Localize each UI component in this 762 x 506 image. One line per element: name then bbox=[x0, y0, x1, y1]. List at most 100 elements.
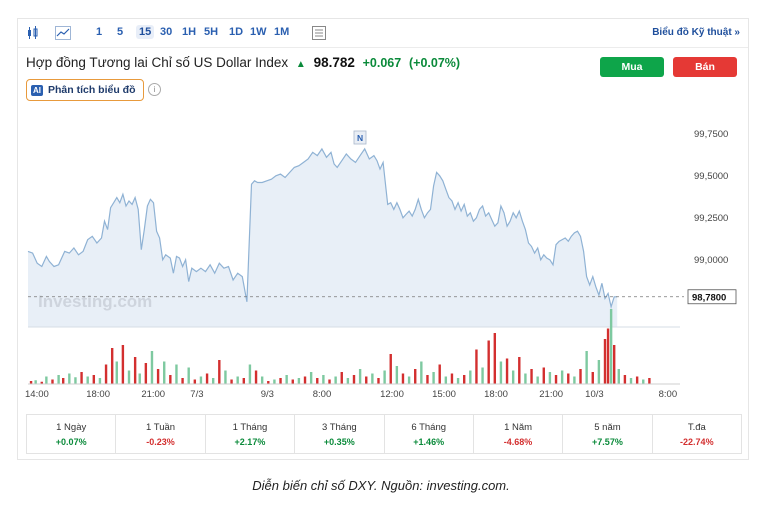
volume-bar bbox=[150, 351, 154, 384]
y-tick-label: 99,7500 bbox=[694, 129, 728, 140]
price-change: +0.067 bbox=[362, 56, 402, 70]
performance-value: +0.07% bbox=[55, 437, 87, 447]
performance-period: 1 Tuần bbox=[146, 422, 176, 433]
volume-bar bbox=[80, 372, 83, 384]
y-tick-label: 99,0000 bbox=[694, 255, 728, 266]
current-price-box bbox=[687, 289, 737, 305]
volume-bar bbox=[248, 364, 252, 384]
buy-button[interactable]: Mua bbox=[600, 57, 664, 77]
volume-bar bbox=[609, 309, 613, 384]
volume-bar bbox=[606, 328, 610, 384]
timeframe-1d[interactable]: 1D bbox=[229, 26, 244, 38]
volume-bar bbox=[297, 378, 301, 384]
volume-bar bbox=[322, 375, 325, 384]
last-price: 98.782 bbox=[313, 55, 355, 70]
area-chart-icon[interactable] bbox=[54, 24, 72, 42]
volume-bar bbox=[74, 377, 77, 384]
timeframe-1m[interactable]: 1M bbox=[274, 26, 290, 38]
x-tick-label: 8:00 bbox=[313, 389, 332, 400]
timeframe-15[interactable]: 15 bbox=[136, 25, 155, 39]
volume-bar bbox=[279, 378, 282, 384]
volume-bar bbox=[68, 373, 71, 384]
x-tick-label: 21:00 bbox=[141, 389, 165, 400]
news-marker-box bbox=[353, 130, 367, 145]
volume-bar bbox=[328, 379, 331, 384]
volume-bar bbox=[34, 380, 37, 384]
performance-cell[interactable]: 3 Tháng +0.35% bbox=[295, 415, 385, 453]
volume-bar bbox=[86, 376, 89, 384]
volume-bar bbox=[110, 348, 114, 384]
volume-bar bbox=[585, 351, 588, 384]
volume-bar bbox=[548, 372, 552, 384]
volume-bar bbox=[138, 373, 141, 384]
performance-period: T.đa bbox=[687, 422, 706, 433]
volume-bar bbox=[524, 373, 527, 384]
volume-bar bbox=[303, 376, 307, 384]
performance-value: +2.17% bbox=[234, 437, 266, 447]
performance-cell[interactable]: 1 Tháng +2.17% bbox=[206, 415, 296, 453]
volume-bar bbox=[475, 349, 478, 384]
volume-bar bbox=[211, 378, 215, 384]
x-tick-label: 18:00 bbox=[86, 389, 110, 400]
timeframe-5[interactable]: 5 bbox=[117, 26, 124, 38]
performance-cell[interactable]: 1 Tuần -0.23% bbox=[116, 415, 206, 453]
volume-bar bbox=[163, 361, 166, 384]
volume-bar bbox=[395, 366, 399, 384]
technical-chart-link[interactable]: Biểu đồ Kỹ thuật » bbox=[652, 27, 740, 38]
volume-bar bbox=[438, 364, 441, 384]
ai-analysis-button[interactable]: AI Phân tích biểu đồ bbox=[26, 79, 144, 101]
performance-cell[interactable]: T.đa -22.74% bbox=[653, 415, 741, 453]
x-tick-label: 12:00 bbox=[380, 389, 404, 400]
volume-bar bbox=[603, 339, 607, 384]
volume-bar bbox=[205, 373, 209, 384]
watermark: Investing.com bbox=[38, 292, 152, 311]
volume-bar bbox=[487, 340, 490, 384]
volume-bar bbox=[92, 375, 96, 384]
news-marker: N bbox=[357, 133, 363, 143]
info-icon[interactable]: i bbox=[148, 83, 161, 96]
volume-bar bbox=[236, 376, 239, 384]
volume-bar bbox=[591, 372, 594, 384]
volume-bar bbox=[383, 370, 386, 384]
volume-bar bbox=[597, 360, 601, 384]
volume-bar bbox=[629, 378, 633, 384]
performance-cell[interactable]: 1 Năm -4.68% bbox=[474, 415, 564, 453]
performance-value: -4.68% bbox=[503, 437, 533, 447]
volume-bar bbox=[29, 381, 33, 384]
x-tick-label: 14:00 bbox=[25, 389, 49, 400]
sell-button[interactable]: Bán bbox=[673, 57, 737, 77]
volume-bar bbox=[456, 378, 460, 384]
current-price-label: 98,7800 bbox=[692, 292, 726, 303]
volume-bar bbox=[104, 364, 108, 384]
volume-bar bbox=[334, 376, 337, 384]
candlestick-icon[interactable] bbox=[24, 24, 42, 42]
volume-bar bbox=[462, 375, 466, 384]
timeframe-1[interactable]: 1 bbox=[96, 26, 103, 38]
volume-bar bbox=[193, 379, 197, 384]
performance-period: 6 Tháng bbox=[411, 422, 447, 433]
timeframe-5h[interactable]: 5H bbox=[204, 26, 219, 38]
x-tick-label: 7/3 bbox=[190, 389, 203, 400]
instrument-header: Hợp đồng Tương lai Chỉ số US Dollar Inde… bbox=[26, 55, 460, 70]
volume-bar bbox=[316, 378, 319, 384]
volume-bar bbox=[612, 345, 616, 384]
performance-cell[interactable]: 6 Tháng +1.46% bbox=[385, 415, 474, 453]
timeframe-30[interactable]: 30 bbox=[160, 26, 173, 38]
timeframe-1w[interactable]: 1W bbox=[250, 26, 267, 38]
volume-bar bbox=[62, 378, 65, 384]
volume-bar bbox=[156, 369, 160, 384]
figure-caption: Diễn biến chỉ số DXY. Nguồn: investing.c… bbox=[252, 478, 510, 493]
settings-grid-icon[interactable] bbox=[310, 24, 328, 42]
ai-badge: AI bbox=[31, 84, 43, 96]
volume-bar bbox=[358, 369, 362, 384]
timeframe-1h[interactable]: 1H bbox=[182, 26, 197, 38]
price-chart[interactable]: Investing.com 99,7500 99,5000 99,2500 99,000… bbox=[18, 19, 748, 414]
performance-value: +0.35% bbox=[323, 437, 355, 447]
volume-bar bbox=[45, 376, 48, 384]
volume-bar bbox=[309, 372, 313, 384]
volume-bar bbox=[426, 375, 429, 384]
volume-bar bbox=[560, 370, 564, 384]
performance-period: 3 Tháng bbox=[321, 422, 357, 433]
performance-cell[interactable]: 1 Ngày +0.07% bbox=[27, 415, 117, 453]
performance-cell[interactable]: 5 năm +7.57% bbox=[563, 415, 653, 453]
